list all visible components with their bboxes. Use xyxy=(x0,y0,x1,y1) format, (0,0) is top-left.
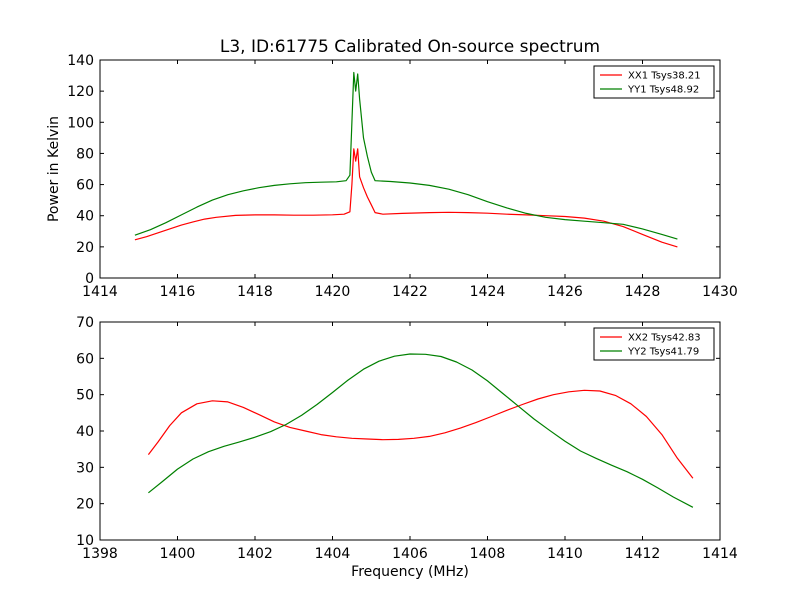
x-tick-label: 1410 xyxy=(547,546,583,562)
legend-label: YY1 Tsys48.92 xyxy=(627,85,699,96)
y-tick-label: 40 xyxy=(76,209,94,225)
series-line-2-2 xyxy=(148,353,694,508)
x-tick-label: 1406 xyxy=(392,546,428,562)
y-tick-label: 100 xyxy=(67,115,94,131)
legend-1: XX1 Tsys38.21 YY1 Tsys48.92 xyxy=(593,65,715,99)
x-tick-label: 1400 xyxy=(160,546,196,562)
legend-label: YY2 Tsys41.79 xyxy=(627,347,699,358)
y-tick-label: 50 xyxy=(76,388,94,404)
legend-label: XX2 Tsys42.83 xyxy=(628,333,701,344)
x-axis-label: Frequency (MHz) xyxy=(351,564,469,580)
plot-panel-1: 1414 1416 1418 1420 1422 1424 1426 1428 1430 0 20 4… xyxy=(67,53,738,300)
y-tick-label: 20 xyxy=(76,240,94,256)
y-tick-label: 0 xyxy=(85,271,94,287)
legend-2: XX2 Tsys42.83 YY2 Tsys41.79 xyxy=(593,327,715,361)
y-tick-label: 60 xyxy=(76,178,94,194)
y-tick-label: 80 xyxy=(76,146,94,162)
x-tick-label: 1426 xyxy=(547,284,583,300)
x-tick-label: 1412 xyxy=(625,546,661,562)
x-tick-label: 1422 xyxy=(392,284,428,300)
x-tick-label: 1404 xyxy=(315,546,351,562)
y-tick-label: 70 xyxy=(76,315,94,331)
series-line-2-1 xyxy=(147,389,694,479)
chart-title: L3, ID:61775 Calibrated On-source spectr… xyxy=(220,37,600,57)
x-tick-label: 1418 xyxy=(237,284,273,300)
x-tick-label: 1408 xyxy=(470,546,506,562)
y-tick-label: 40 xyxy=(76,424,94,440)
x-tick-label: 1424 xyxy=(470,284,506,300)
y-tick-label: 140 xyxy=(67,53,94,69)
y-tick-label: 60 xyxy=(76,351,94,367)
y-axis-label: Power in Kelvin xyxy=(46,116,62,222)
y-tick-label: 30 xyxy=(76,460,94,476)
plot-panel-2: 1398 1400 1402 1404 1406 1408 1410 1412 1414 10 20… xyxy=(76,315,738,562)
y-tick-label: 120 xyxy=(67,84,94,100)
x-tick-label: 1430 xyxy=(702,284,738,300)
x-tick-label: 1414 xyxy=(82,284,118,300)
x-tick-label: 1402 xyxy=(237,546,273,562)
legend-box xyxy=(593,327,715,361)
series-line-1-1 xyxy=(134,148,678,248)
x-tick-label: 1428 xyxy=(625,284,661,300)
x-tick-label: 1416 xyxy=(160,284,196,300)
series-line-1-2 xyxy=(134,71,678,240)
x-tick-label: 1414 xyxy=(702,546,738,562)
legend-box xyxy=(593,65,715,99)
y-tick-label: 20 xyxy=(76,497,94,513)
x-tick-label: 1420 xyxy=(315,284,351,300)
legend-label: XX1 Tsys38.21 xyxy=(628,71,701,82)
y-tick-label: 10 xyxy=(76,533,94,549)
x-tick-label: 1398 xyxy=(82,546,118,562)
